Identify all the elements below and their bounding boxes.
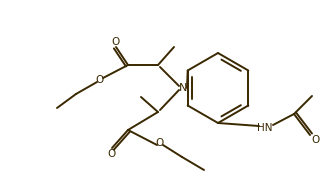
Text: O: O <box>311 135 319 145</box>
Text: O: O <box>156 138 164 148</box>
Text: O: O <box>112 37 120 47</box>
Text: HN: HN <box>257 123 273 133</box>
Text: O: O <box>96 75 104 85</box>
Text: N: N <box>179 83 187 93</box>
Text: O: O <box>108 149 116 159</box>
